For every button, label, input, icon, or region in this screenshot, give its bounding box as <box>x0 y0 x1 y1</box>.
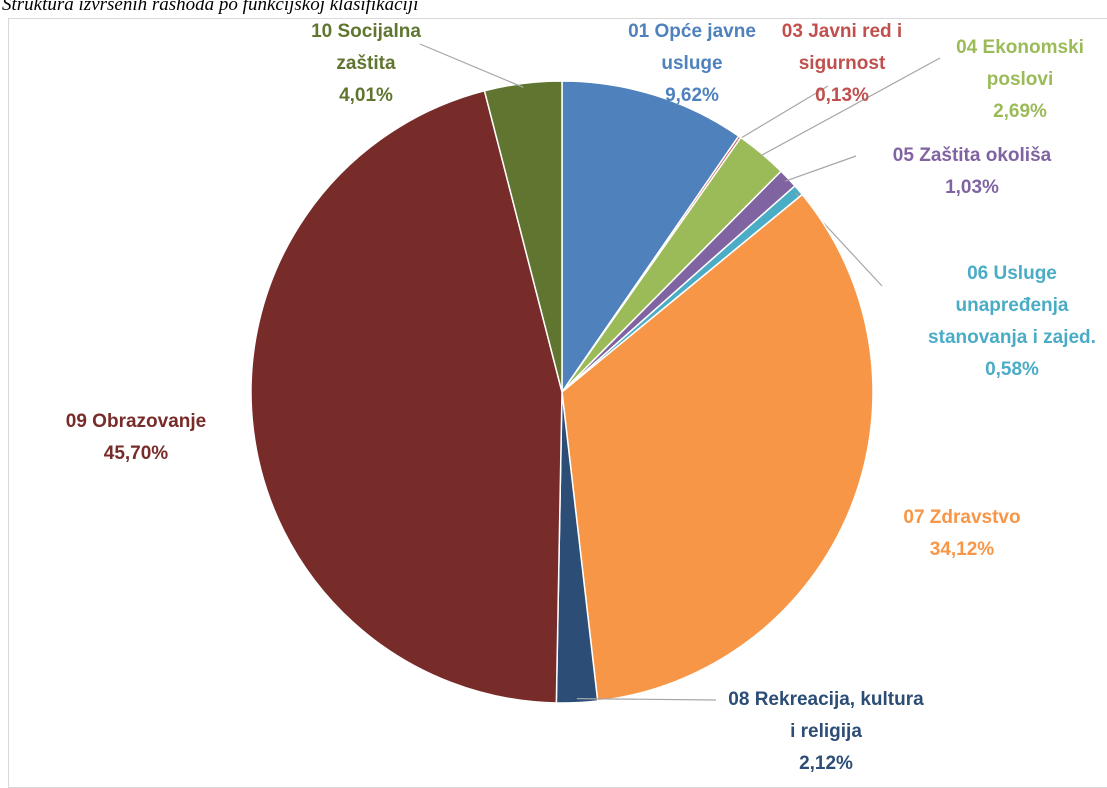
category-label: 04 Ekonomski poslovi <box>956 37 1084 90</box>
value-label: 2,69% <box>993 101 1047 122</box>
category-label: 01 Opće javne usluge <box>628 21 756 74</box>
value-label: 9,62% <box>665 85 719 106</box>
leader-line <box>419 43 524 88</box>
value-label: 0,58% <box>985 359 1039 380</box>
category-label: 06 Usluge unapređenja stanovanja i zajed… <box>928 263 1096 348</box>
value-label: 0,13% <box>815 85 869 106</box>
leader-line <box>758 57 941 158</box>
leader-line <box>576 698 717 701</box>
pie-slice <box>250 89 563 704</box>
category-label: 10 Socijalna zaštita <box>311 21 421 74</box>
pie-slice <box>561 80 740 395</box>
category-label: 08 Rekreacija, kultura i religija <box>728 689 924 742</box>
data-label: 05 Zaštita okoliša 1,03% <box>852 140 1092 204</box>
pie-slice <box>483 80 563 393</box>
category-label: 05 Zaštita okoliša <box>892 145 1052 166</box>
category-label: 09 Obrazovanje <box>65 411 207 432</box>
data-label: 08 Rekreacija, kultura i religija 2,12% <box>726 684 926 780</box>
data-label: 09 Obrazovanje 45,70% <box>16 406 256 470</box>
value-label: 4,01% <box>339 85 393 106</box>
leader-line <box>737 85 829 141</box>
category-label: 03 Javni red i sigurnost <box>781 21 903 74</box>
data-label: 04 Ekonomski poslovi 2,69% <box>945 32 1095 128</box>
leader-line <box>784 155 857 182</box>
value-label: 2,12% <box>799 753 853 774</box>
pie-slice <box>561 193 874 702</box>
data-label: 01 Opće javne usluge 9,62% <box>607 16 777 112</box>
value-label: 1,03% <box>945 177 999 198</box>
value-label: 34,12% <box>929 539 995 560</box>
category-label: 07 Zdravstvo <box>903 507 1021 528</box>
data-label: 06 Usluge unapređenja stanovanja i zajed… <box>922 258 1102 386</box>
chart-title: Struktura izvršenih rashoda po funkcijsk… <box>2 0 419 15</box>
value-label: 45,70% <box>103 443 169 464</box>
data-label: 03 Javni red i sigurnost 0,13% <box>772 16 912 112</box>
data-label: 07 Zdravstvo 34,12% <box>862 502 1062 566</box>
data-label: 10 Socijalna zaštita 4,01% <box>291 16 441 112</box>
